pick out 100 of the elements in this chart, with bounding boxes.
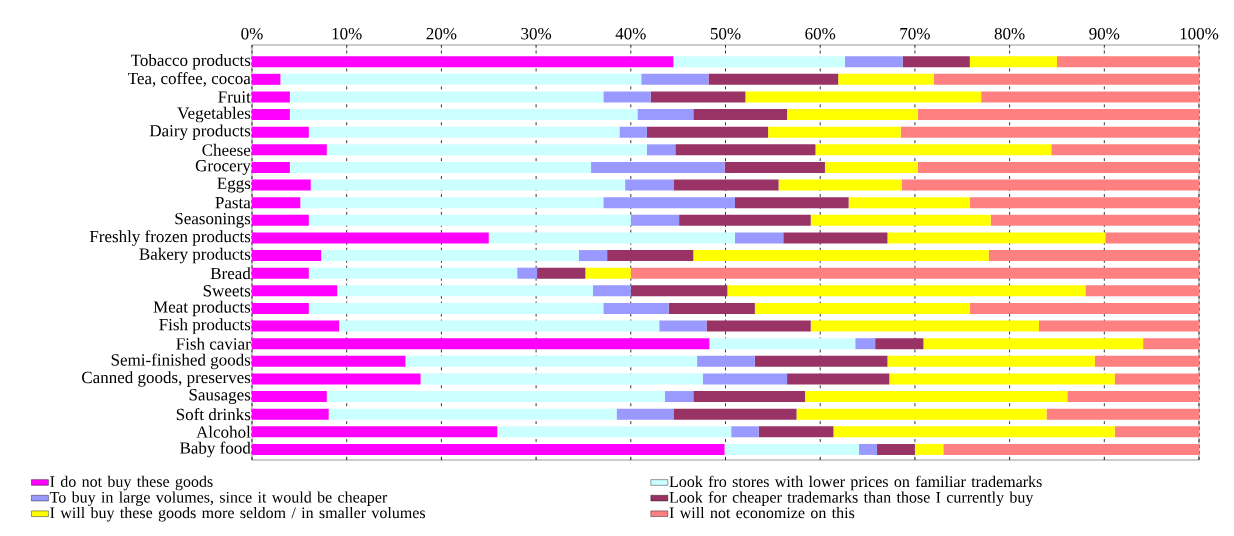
legend-label: Look fro stores with lower prices on familiar trademarks	[669, 475, 1042, 491]
bar	[969, 197, 1200, 209]
y-tick-label: Seasonings	[175, 212, 251, 228]
bar	[252, 91, 290, 103]
bar	[778, 179, 902, 191]
bar	[252, 214, 309, 226]
legend-label: To buy in large volumes, since it would be cheaper	[49, 491, 388, 506]
bar	[787, 373, 890, 385]
bar	[252, 126, 309, 138]
bar	[783, 232, 888, 244]
bar	[900, 126, 1200, 138]
bar	[693, 109, 788, 121]
bar	[280, 73, 642, 85]
bar	[607, 250, 694, 262]
bar	[768, 126, 901, 138]
bar	[659, 320, 707, 332]
bar	[300, 197, 604, 209]
bar	[708, 73, 839, 85]
bar	[731, 426, 759, 438]
y-tick-label: Tea, coffee, cocoa	[128, 72, 251, 87]
bar	[914, 443, 944, 455]
bar	[497, 426, 732, 438]
bar	[517, 267, 538, 279]
bar	[252, 232, 489, 244]
bar	[902, 56, 970, 68]
bar	[650, 91, 746, 103]
bar	[585, 267, 631, 279]
bar	[745, 91, 982, 103]
bar	[754, 302, 970, 314]
y-tick-label: Vegetables	[177, 106, 251, 123]
y-tick-label: Semi-finished goods	[111, 353, 251, 370]
y-tick-label: Canned goods, preserves	[82, 371, 251, 387]
bar	[308, 126, 620, 138]
bar	[815, 144, 1052, 156]
bar	[488, 232, 735, 244]
bar	[706, 320, 811, 332]
bar	[603, 302, 669, 314]
x-tick-label: 40%	[615, 27, 646, 40]
bar	[1085, 285, 1200, 297]
bar	[616, 408, 674, 420]
bar	[709, 338, 856, 350]
legend-label: I will not economize on this	[669, 506, 855, 519]
y-tick-label: Grocery	[195, 160, 251, 175]
bar	[252, 338, 710, 350]
y-tick-label: Tobacco products	[130, 54, 251, 70]
bar	[724, 161, 825, 173]
bar	[875, 338, 924, 350]
bar	[1038, 320, 1200, 332]
bar	[591, 161, 725, 173]
x-tick-label: 30%	[521, 27, 552, 40]
bar	[646, 144, 676, 156]
bar	[981, 91, 1200, 103]
bar	[592, 285, 631, 297]
bar	[252, 408, 329, 420]
bar	[664, 391, 694, 403]
bar	[630, 267, 1200, 279]
bar	[405, 355, 698, 367]
bar	[252, 285, 338, 297]
bar	[328, 408, 617, 420]
bar	[326, 144, 647, 156]
bar	[252, 355, 406, 367]
bar	[810, 320, 1039, 332]
y-tick-label: Alcohol	[196, 425, 251, 438]
bar	[758, 426, 834, 438]
bar	[1067, 391, 1200, 403]
y-tick-label: Bread	[210, 267, 251, 280]
y-tick-label: Dairy products	[149, 124, 251, 140]
bar	[1051, 144, 1200, 156]
x-tick-label: 80%	[994, 27, 1025, 40]
bar	[824, 161, 918, 173]
y-tick-label: Sweets	[203, 285, 251, 297]
bar	[889, 373, 1115, 385]
bar	[848, 197, 970, 209]
bar	[339, 320, 660, 332]
bar	[252, 302, 309, 314]
x-tick-label: 0%	[241, 27, 263, 40]
bar	[844, 56, 903, 68]
bar	[810, 214, 991, 226]
x-tick-label: 100%	[1180, 27, 1219, 40]
bar	[673, 179, 779, 191]
y-tick-label: Fruit	[218, 91, 251, 103]
bar	[289, 91, 604, 103]
bar	[252, 161, 290, 173]
bar	[887, 232, 1106, 244]
bar	[537, 267, 586, 279]
bar	[1143, 338, 1200, 350]
bar	[673, 56, 845, 68]
bar	[923, 338, 1144, 350]
bar	[252, 109, 290, 121]
bar	[969, 56, 1057, 68]
bar	[990, 214, 1200, 226]
bar	[252, 73, 281, 85]
bar	[668, 302, 755, 314]
bar	[855, 338, 876, 350]
bar	[619, 126, 647, 138]
x-tick-label: 60%	[805, 27, 836, 40]
bar	[252, 250, 322, 262]
bar	[308, 267, 518, 279]
x-tick-label: 70%	[900, 27, 930, 40]
bar	[887, 355, 1095, 367]
